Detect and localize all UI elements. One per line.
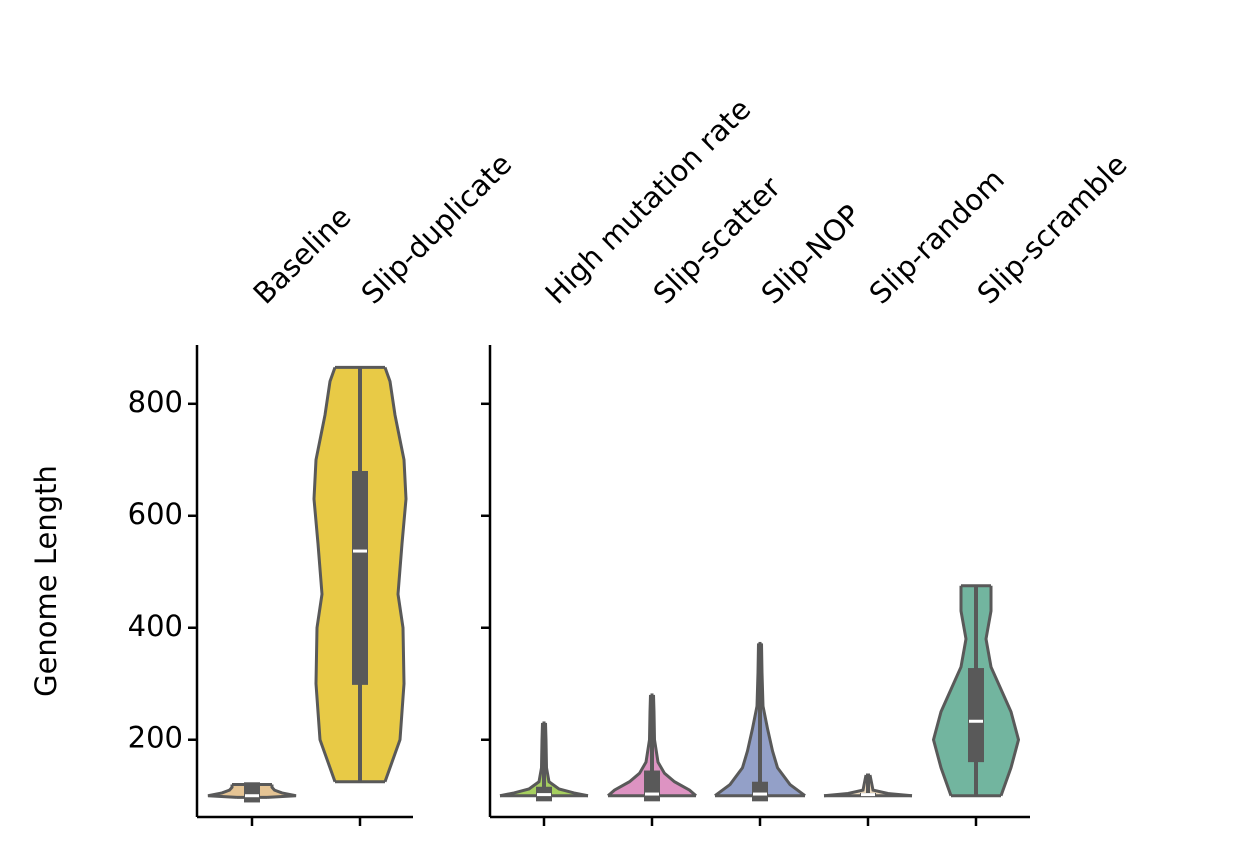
violin-outline	[714, 643, 760, 797]
category-label: Slip-duplicate	[355, 147, 519, 311]
violin-outline	[499, 722, 544, 798]
y-tick-label: 600	[128, 497, 183, 531]
violin-body	[933, 585, 976, 796]
violin-body	[544, 722, 588, 796]
violin-body	[314, 367, 360, 782]
y-tick-label: 800	[128, 385, 183, 419]
box	[244, 782, 260, 803]
violin-outline	[984, 585, 1021, 797]
violin-body	[760, 643, 805, 796]
violin-body	[976, 585, 1019, 796]
y-tick-label: 200	[128, 721, 183, 755]
violin-outline	[383, 366, 408, 783]
box	[352, 470, 368, 685]
violin-outline	[544, 722, 589, 798]
violin-outline	[312, 366, 337, 783]
box	[644, 770, 660, 802]
violin-outline	[652, 694, 697, 797]
violin-outline	[931, 585, 968, 797]
violin-outline	[607, 694, 652, 797]
violin-body	[500, 722, 544, 796]
violin-outline	[760, 643, 806, 797]
y-tick-label: 400	[128, 609, 183, 643]
category-label: Slip-NOP	[755, 198, 868, 311]
violin-body	[715, 643, 760, 796]
category-label: Baseline	[247, 200, 358, 311]
box	[752, 781, 768, 802]
violin-body	[360, 367, 406, 782]
box	[968, 668, 984, 763]
y-axis-label: Genome Length	[29, 465, 63, 697]
violin-outline	[207, 784, 238, 799]
category-label: High mutation rate	[539, 92, 758, 311]
violin-outline	[266, 784, 297, 799]
